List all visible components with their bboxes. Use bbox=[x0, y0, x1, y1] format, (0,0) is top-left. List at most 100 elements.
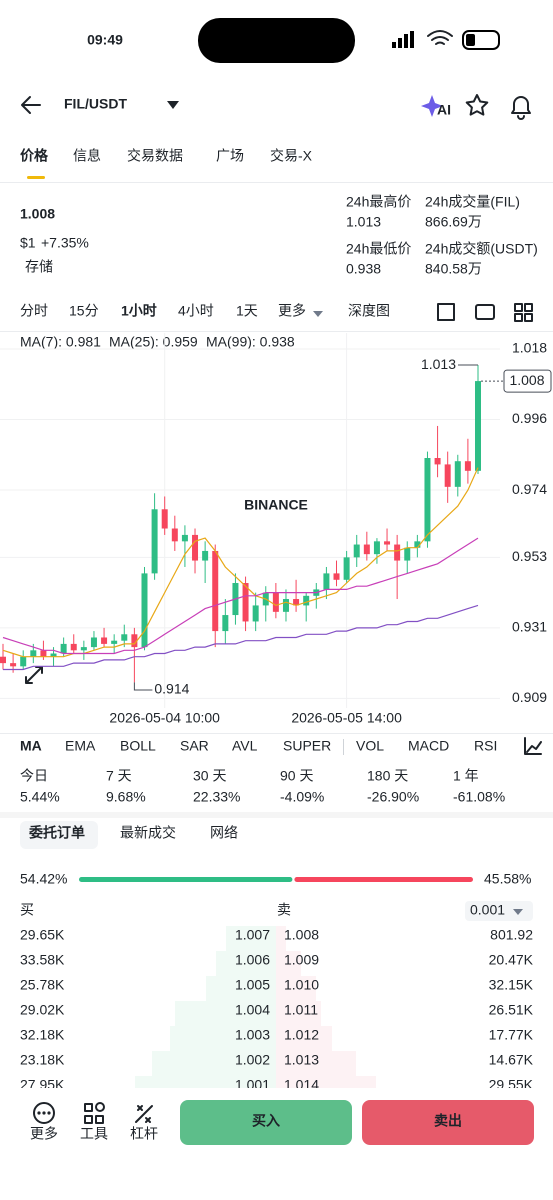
indicator[interactable]: MA bbox=[20, 738, 42, 754]
indicator[interactable]: BOLL bbox=[120, 738, 156, 754]
candle-body bbox=[141, 573, 148, 648]
bid-qty: 29.65K bbox=[20, 927, 65, 943]
tab-pill bbox=[20, 821, 98, 849]
interval[interactable]: 深度图 bbox=[348, 303, 390, 319]
ai-icon[interactable] bbox=[421, 95, 443, 117]
bid-price: 1.004 bbox=[235, 1002, 270, 1018]
tab[interactable]: 交易-X bbox=[270, 148, 313, 164]
period-change: -26.90% bbox=[367, 789, 419, 805]
indicator[interactable]: EMA bbox=[65, 738, 96, 754]
favorite-button[interactable] bbox=[465, 94, 489, 116]
book-tab[interactable]: 网络 bbox=[210, 825, 238, 841]
sell-label[interactable]: 卖出 bbox=[434, 1113, 462, 1129]
legend-item: MA(99): 0.938 bbox=[206, 334, 295, 350]
settings-icon[interactable] bbox=[475, 304, 495, 320]
last-price-box bbox=[503, 369, 552, 393]
fullscreen-button[interactable] bbox=[25, 666, 43, 684]
period-label: 90 天 bbox=[280, 768, 313, 784]
interval[interactable]: 分时 bbox=[20, 303, 48, 319]
candle-body bbox=[464, 461, 471, 471]
candle-body bbox=[101, 637, 108, 644]
pair-dropdown[interactable] bbox=[167, 101, 179, 109]
interval[interactable]: 1天 bbox=[236, 303, 258, 319]
buy-button[interactable] bbox=[180, 1100, 352, 1145]
indicator[interactable]: VOL bbox=[356, 738, 384, 754]
indicator[interactable]: RSI bbox=[474, 738, 497, 754]
ask-header: 卖 bbox=[277, 902, 291, 918]
separator bbox=[343, 739, 344, 755]
more-dropdown[interactable] bbox=[313, 311, 323, 317]
period-change: 22.33% bbox=[193, 789, 240, 805]
candle-body bbox=[424, 458, 431, 542]
candle-body bbox=[343, 557, 350, 580]
step-dropdown[interactable] bbox=[513, 909, 523, 915]
candle-body bbox=[80, 647, 87, 651]
x-tick-label: 2026-05-04 10:00 bbox=[109, 710, 220, 726]
tool-label[interactable]: 工具 bbox=[80, 1126, 108, 1142]
candle-body bbox=[444, 464, 451, 487]
stat-label: 24h最低价 bbox=[346, 241, 411, 257]
interval[interactable]: 15分 bbox=[69, 303, 99, 319]
candle-body bbox=[171, 528, 178, 542]
ma-line bbox=[2, 537, 479, 655]
candle-body bbox=[202, 550, 209, 561]
tool-label[interactable]: 更多 bbox=[30, 1126, 58, 1142]
period-change: 5.44% bbox=[20, 789, 60, 805]
tab[interactable]: 信息 bbox=[73, 148, 101, 164]
back-button[interactable] bbox=[21, 96, 41, 114]
tool-label[interactable]: 杠杆 bbox=[130, 1126, 158, 1142]
candle-body bbox=[20, 656, 27, 667]
layout-icon[interactable] bbox=[514, 303, 533, 322]
tab[interactable]: 交易数据 bbox=[127, 148, 183, 164]
ask-price: 1.009 bbox=[284, 952, 319, 968]
stat-label: 24h成交量(FIL) bbox=[425, 194, 520, 210]
wifi-icon bbox=[427, 30, 453, 45]
battery-icon bbox=[462, 30, 500, 50]
category-tag: 存储 bbox=[25, 259, 53, 275]
price-change: +7.35% bbox=[41, 235, 89, 251]
x-tick-label: 2026-05-05 14:00 bbox=[291, 710, 402, 726]
usd-price: $1 bbox=[20, 235, 36, 251]
indicator[interactable]: AVL bbox=[232, 738, 258, 754]
signal-icon bbox=[392, 31, 414, 48]
candle-body bbox=[303, 595, 310, 606]
interval[interactable]: 4小时 bbox=[178, 303, 214, 319]
period-label: 30 天 bbox=[193, 768, 226, 784]
ask-qty: 32.15K bbox=[489, 977, 534, 993]
indicator[interactable]: SUPER bbox=[283, 738, 331, 754]
interval[interactable]: 更多 bbox=[278, 303, 306, 319]
interval[interactable]: 1小时 bbox=[121, 303, 157, 319]
indicator-settings[interactable] bbox=[524, 737, 542, 755]
low-label: 0.914 bbox=[154, 681, 189, 697]
bid-qty: 33.58K bbox=[20, 952, 65, 968]
notification-button[interactable] bbox=[511, 96, 531, 120]
buy-label[interactable]: 买入 bbox=[252, 1113, 280, 1129]
bid-price: 1.003 bbox=[235, 1027, 270, 1043]
bid-price: 1.005 bbox=[235, 977, 270, 993]
bid-header: 买 bbox=[20, 902, 34, 918]
sell-button[interactable] bbox=[362, 1100, 534, 1145]
candle-body bbox=[60, 643, 67, 654]
period-label: 1 年 bbox=[453, 768, 479, 784]
candle-body bbox=[373, 541, 380, 555]
bid-qty: 32.18K bbox=[20, 1027, 65, 1043]
stat-value: 0.938 bbox=[346, 261, 381, 277]
book-tab[interactable]: 最新成交 bbox=[120, 825, 176, 841]
legend-item: MA(25): 0.959 bbox=[109, 334, 198, 350]
pair-title[interactable]: FIL/USDT bbox=[64, 96, 127, 112]
book-tab[interactable]: 委托订单 bbox=[28, 825, 85, 841]
ask-qty: 801.92 bbox=[490, 927, 533, 943]
more-icon[interactable] bbox=[33, 1102, 55, 1124]
leverage-icon[interactable] bbox=[135, 1105, 153, 1123]
divider bbox=[0, 812, 553, 818]
step-selector[interactable] bbox=[465, 901, 533, 921]
indicator[interactable]: SAR bbox=[180, 738, 209, 754]
candle-body bbox=[242, 583, 249, 622]
chart-tool-icon[interactable] bbox=[437, 303, 455, 321]
tab[interactable]: 价格 bbox=[20, 148, 49, 164]
tab[interactable]: 广场 bbox=[216, 148, 244, 164]
tools-icon[interactable] bbox=[84, 1102, 105, 1124]
step-value[interactable]: 0.001 bbox=[470, 902, 505, 918]
indicator[interactable]: MACD bbox=[408, 738, 449, 754]
